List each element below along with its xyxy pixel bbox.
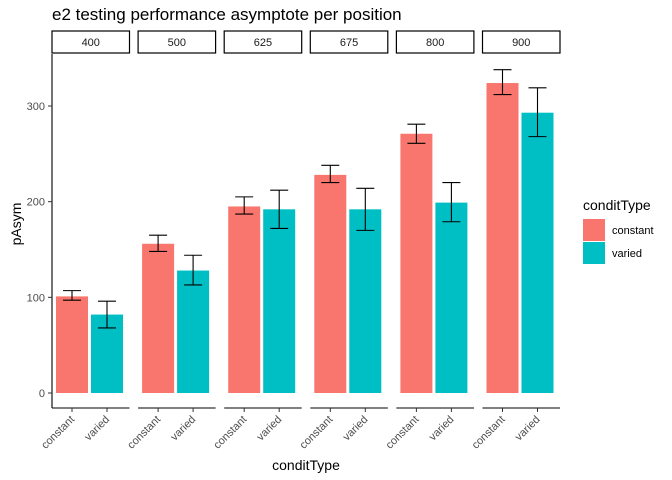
bar-900-varied	[521, 112, 554, 394]
bar-675-varied	[349, 209, 382, 393]
facet-strip-label: 400	[82, 37, 100, 49]
x-tick-label: constant	[211, 414, 249, 452]
y-axis-title: pAsym	[8, 203, 24, 246]
facet-strip-label: 500	[168, 37, 186, 49]
bar-800-constant	[400, 133, 433, 393]
x-tick-label: constant	[298, 414, 336, 452]
error-bar-625-constant	[235, 196, 254, 215]
x-tick-label: constant	[39, 414, 77, 452]
bar-900-constant	[486, 83, 519, 393]
bar-625-constant	[228, 206, 261, 393]
error-bar-675-constant	[321, 164, 340, 184]
error-bar-500-constant	[149, 234, 168, 252]
error-bar-675-varied	[356, 187, 375, 231]
facet-strip-400	[51, 30, 131, 54]
x-tick-label: constant	[125, 414, 163, 452]
y-tick-label: 100	[27, 292, 45, 304]
error-bar-400-varied	[98, 300, 116, 329]
x-tick-label: varied	[427, 414, 457, 444]
facet-strips: 400 500 625 675 800 900	[51, 30, 561, 54]
facet-strip-800	[395, 30, 475, 54]
error-bar-625-varied	[270, 189, 289, 230]
bar-800-varied	[435, 202, 468, 393]
y-tick-label: 0	[39, 388, 45, 400]
x-tick-label: constant	[470, 414, 508, 452]
chart-title: e2 testing performance asymptote per pos…	[52, 5, 402, 24]
x-tick-label: varied	[255, 414, 285, 444]
facet-strip-label: 900	[512, 37, 530, 49]
facet-strip-500	[137, 30, 217, 54]
bar-400-constant	[56, 296, 88, 393]
legend-key-varied	[583, 242, 605, 264]
facet-strip-label: 625	[254, 37, 272, 49]
legend-key-constant	[583, 219, 605, 241]
error-bar-900-varied	[528, 87, 547, 138]
x-tick-label: varied	[169, 414, 199, 444]
facet-strip-625	[223, 30, 303, 54]
error-bar-900-constant	[493, 69, 512, 96]
error-bar-400-constant	[63, 290, 81, 301]
bar-500-varied	[177, 270, 210, 393]
y-tick-label: 200	[27, 197, 45, 209]
x-tick-label: constant	[384, 414, 422, 452]
error-bars	[63, 69, 547, 329]
facet-strip-900	[481, 30, 561, 54]
x-axis-title: conditType	[272, 457, 340, 473]
legend: conditType constant varied	[583, 197, 654, 264]
facet-strip-label: 800	[426, 37, 444, 49]
error-bar-800-varied	[442, 181, 461, 223]
x-tick-label: varied	[513, 414, 543, 444]
error-bar-800-constant	[407, 123, 426, 144]
legend-label: varied	[612, 248, 642, 260]
facet-strip-675	[309, 30, 389, 54]
x-tick-label: varied	[82, 414, 112, 444]
x-tick-label: varied	[341, 414, 371, 444]
bars	[56, 83, 554, 394]
facet-strip-label: 675	[340, 37, 358, 49]
bar-675-constant	[314, 174, 347, 393]
y-tick-label: 300	[27, 101, 45, 113]
legend-label: constant	[612, 225, 654, 237]
bar-625-varied	[263, 209, 296, 393]
error-bar-500-varied	[184, 254, 203, 286]
legend-title: conditType	[583, 197, 651, 213]
bar-500-constant	[142, 243, 175, 393]
